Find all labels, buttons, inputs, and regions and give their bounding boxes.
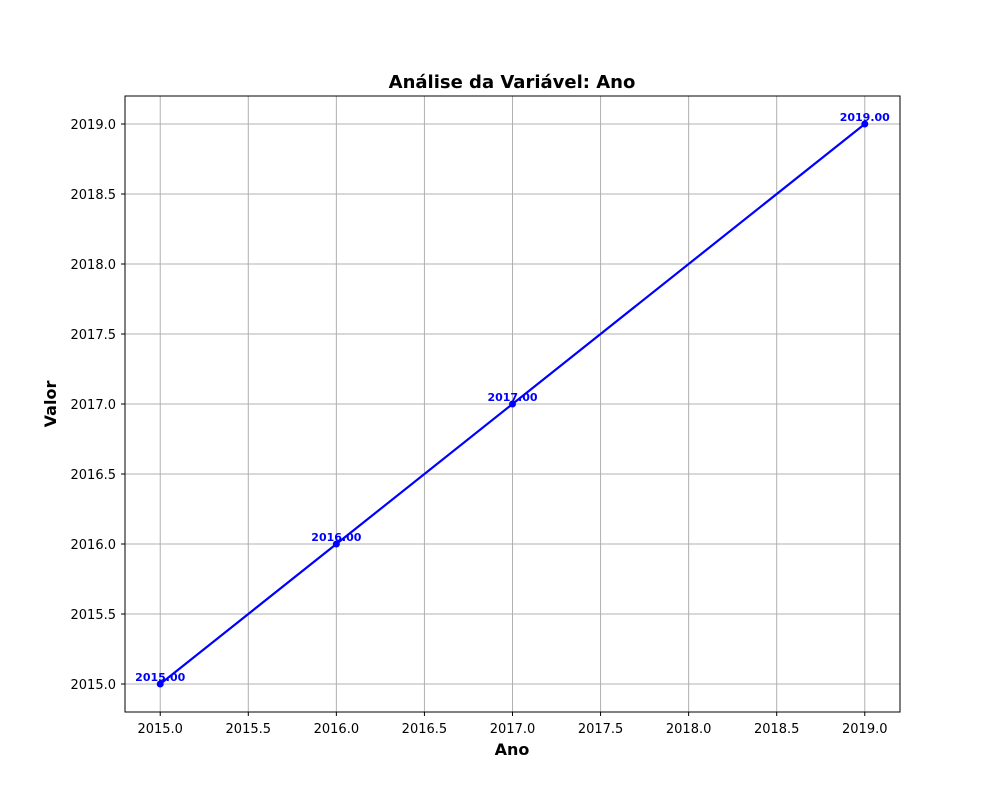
x-tick-label: 2016.0 xyxy=(314,722,360,737)
y-tick-label: 2018.5 xyxy=(71,188,117,203)
data-point xyxy=(509,400,516,408)
x-tick-label: 2015.5 xyxy=(226,722,272,737)
x-tick-label: 2016.5 xyxy=(402,722,448,737)
data-point xyxy=(332,540,340,548)
y-tick-label: 2018.0 xyxy=(71,258,117,273)
chart-title: Análise da Variável: Ano xyxy=(389,72,636,93)
y-tick-label: 2019.0 xyxy=(71,118,117,133)
data-label: 2016.00 xyxy=(311,531,361,544)
x-axis-label: Ano xyxy=(495,740,530,759)
x-tick-label: 2017.5 xyxy=(578,722,624,737)
data-label: 2015.00 xyxy=(135,671,185,684)
axis-ticks: 2015.0 2015.5 2016.0 2016.5 2017.0 2017.5 2018… xyxy=(71,118,888,737)
x-tick-label: 2018.0 xyxy=(666,722,712,737)
y-tick-label: 2016.0 xyxy=(71,538,117,553)
y-tick-label: 2015.5 xyxy=(71,608,117,623)
data-point xyxy=(861,120,869,128)
y-tick-label: 2016.5 xyxy=(71,468,117,483)
data-point xyxy=(156,680,164,688)
x-tick-label: 2019.0 xyxy=(842,722,888,737)
series-line xyxy=(159,123,866,685)
x-tick-label: 2015.0 xyxy=(137,722,183,737)
data-label: 2019.00 xyxy=(840,111,890,124)
x-tick-label: 2017.0 xyxy=(490,722,536,737)
x-tick-label: 2018.5 xyxy=(754,722,800,737)
series-layer: 2015.00 2016.00 2017.00 2019.00 xyxy=(135,111,890,688)
y-axis-label: Valor xyxy=(41,381,60,428)
y-tick-label: 2017.0 xyxy=(71,398,117,413)
data-label: 2017.00 xyxy=(487,391,537,404)
y-tick-label: 2017.5 xyxy=(71,328,117,343)
y-tick-label: 2015.0 xyxy=(71,678,117,693)
